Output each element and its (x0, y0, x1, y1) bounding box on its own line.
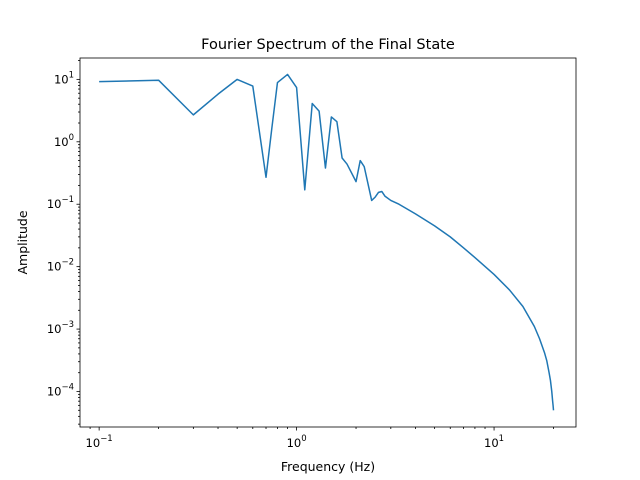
x-tick-label: 10−1 (86, 434, 113, 450)
y-tick-label: 10−3 (47, 320, 74, 336)
y-axis-label: Amplitude (15, 210, 30, 274)
x-axis-label: Frequency (Hz) (281, 459, 375, 474)
plot-area (79, 57, 577, 428)
tick-group: 10−1 100 101 10−4 10−3 10−2 10−1 100 101 (47, 60, 554, 450)
y-tick-label: 101 (54, 70, 74, 86)
y-tick-label: 10−4 (47, 383, 74, 399)
spectrum-line (99, 73, 555, 411)
y-tick-label: 10−2 (47, 258, 74, 274)
x-tick-label: 100 (287, 434, 307, 450)
y-tick-label: 10−1 (47, 195, 74, 211)
y-tick-label: 100 (54, 133, 74, 149)
x-tick-label: 101 (484, 434, 504, 450)
chart-title: Fourier Spectrum of the Final State (201, 37, 455, 53)
